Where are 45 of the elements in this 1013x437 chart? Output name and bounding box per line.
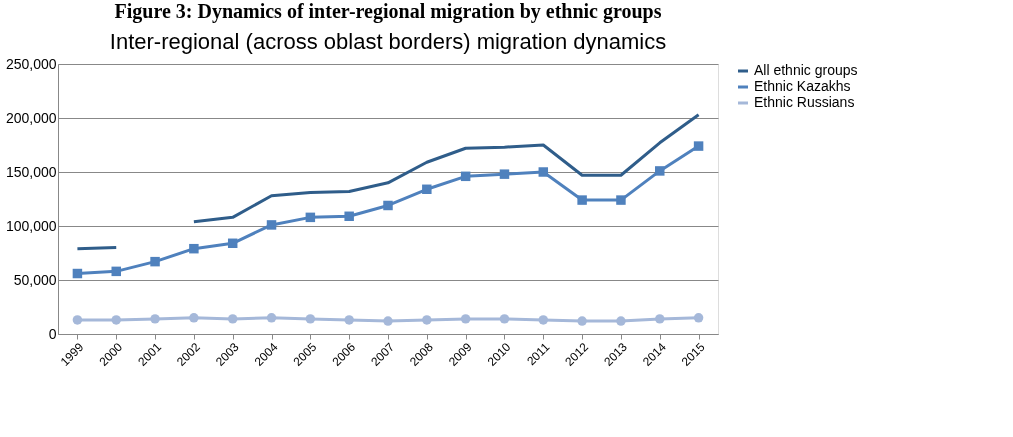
y-tick-label: 250,000 (5, 55, 57, 72)
y-tick-label: 150,000 (5, 163, 57, 180)
point (72, 268, 83, 279)
point (577, 316, 587, 326)
point (460, 171, 471, 182)
point (616, 316, 626, 326)
legend-label: All ethnic groups (754, 62, 858, 78)
point (693, 141, 704, 151)
point (422, 184, 432, 195)
point (189, 243, 199, 254)
point (422, 315, 432, 325)
point (538, 315, 549, 325)
point (383, 316, 393, 326)
point (499, 169, 510, 179)
legend-label: Ethnic Kazakhs (754, 78, 851, 94)
point (344, 211, 354, 222)
point (305, 314, 316, 324)
point (150, 314, 160, 324)
point (693, 313, 704, 323)
point (72, 315, 83, 325)
point (499, 314, 510, 324)
point (111, 266, 121, 277)
y-tick-label: 0 (48, 325, 57, 342)
point (655, 314, 665, 324)
point (460, 314, 471, 324)
point (150, 256, 160, 267)
point (344, 315, 354, 325)
point (616, 195, 626, 205)
point (266, 220, 277, 230)
point (227, 314, 238, 324)
point (655, 166, 665, 176)
y-tick-label: 200,000 (5, 109, 57, 126)
point (189, 313, 199, 323)
point (538, 167, 549, 177)
legend-label: Ethnic Russians (754, 94, 855, 110)
y-tick-label: 100,000 (5, 217, 57, 234)
point (305, 212, 316, 223)
point (577, 195, 587, 205)
y-tick-label: 50,000 (13, 271, 57, 288)
point (383, 200, 393, 211)
point (266, 313, 277, 323)
chart-subtitle: Inter-regional (across oblast borders) migration dynamics (109, 29, 667, 54)
point (111, 315, 121, 325)
point (227, 238, 238, 249)
chart-title: Figure 3: Dynamics of inter-regional migration by ethnic groups (114, 0, 662, 23)
